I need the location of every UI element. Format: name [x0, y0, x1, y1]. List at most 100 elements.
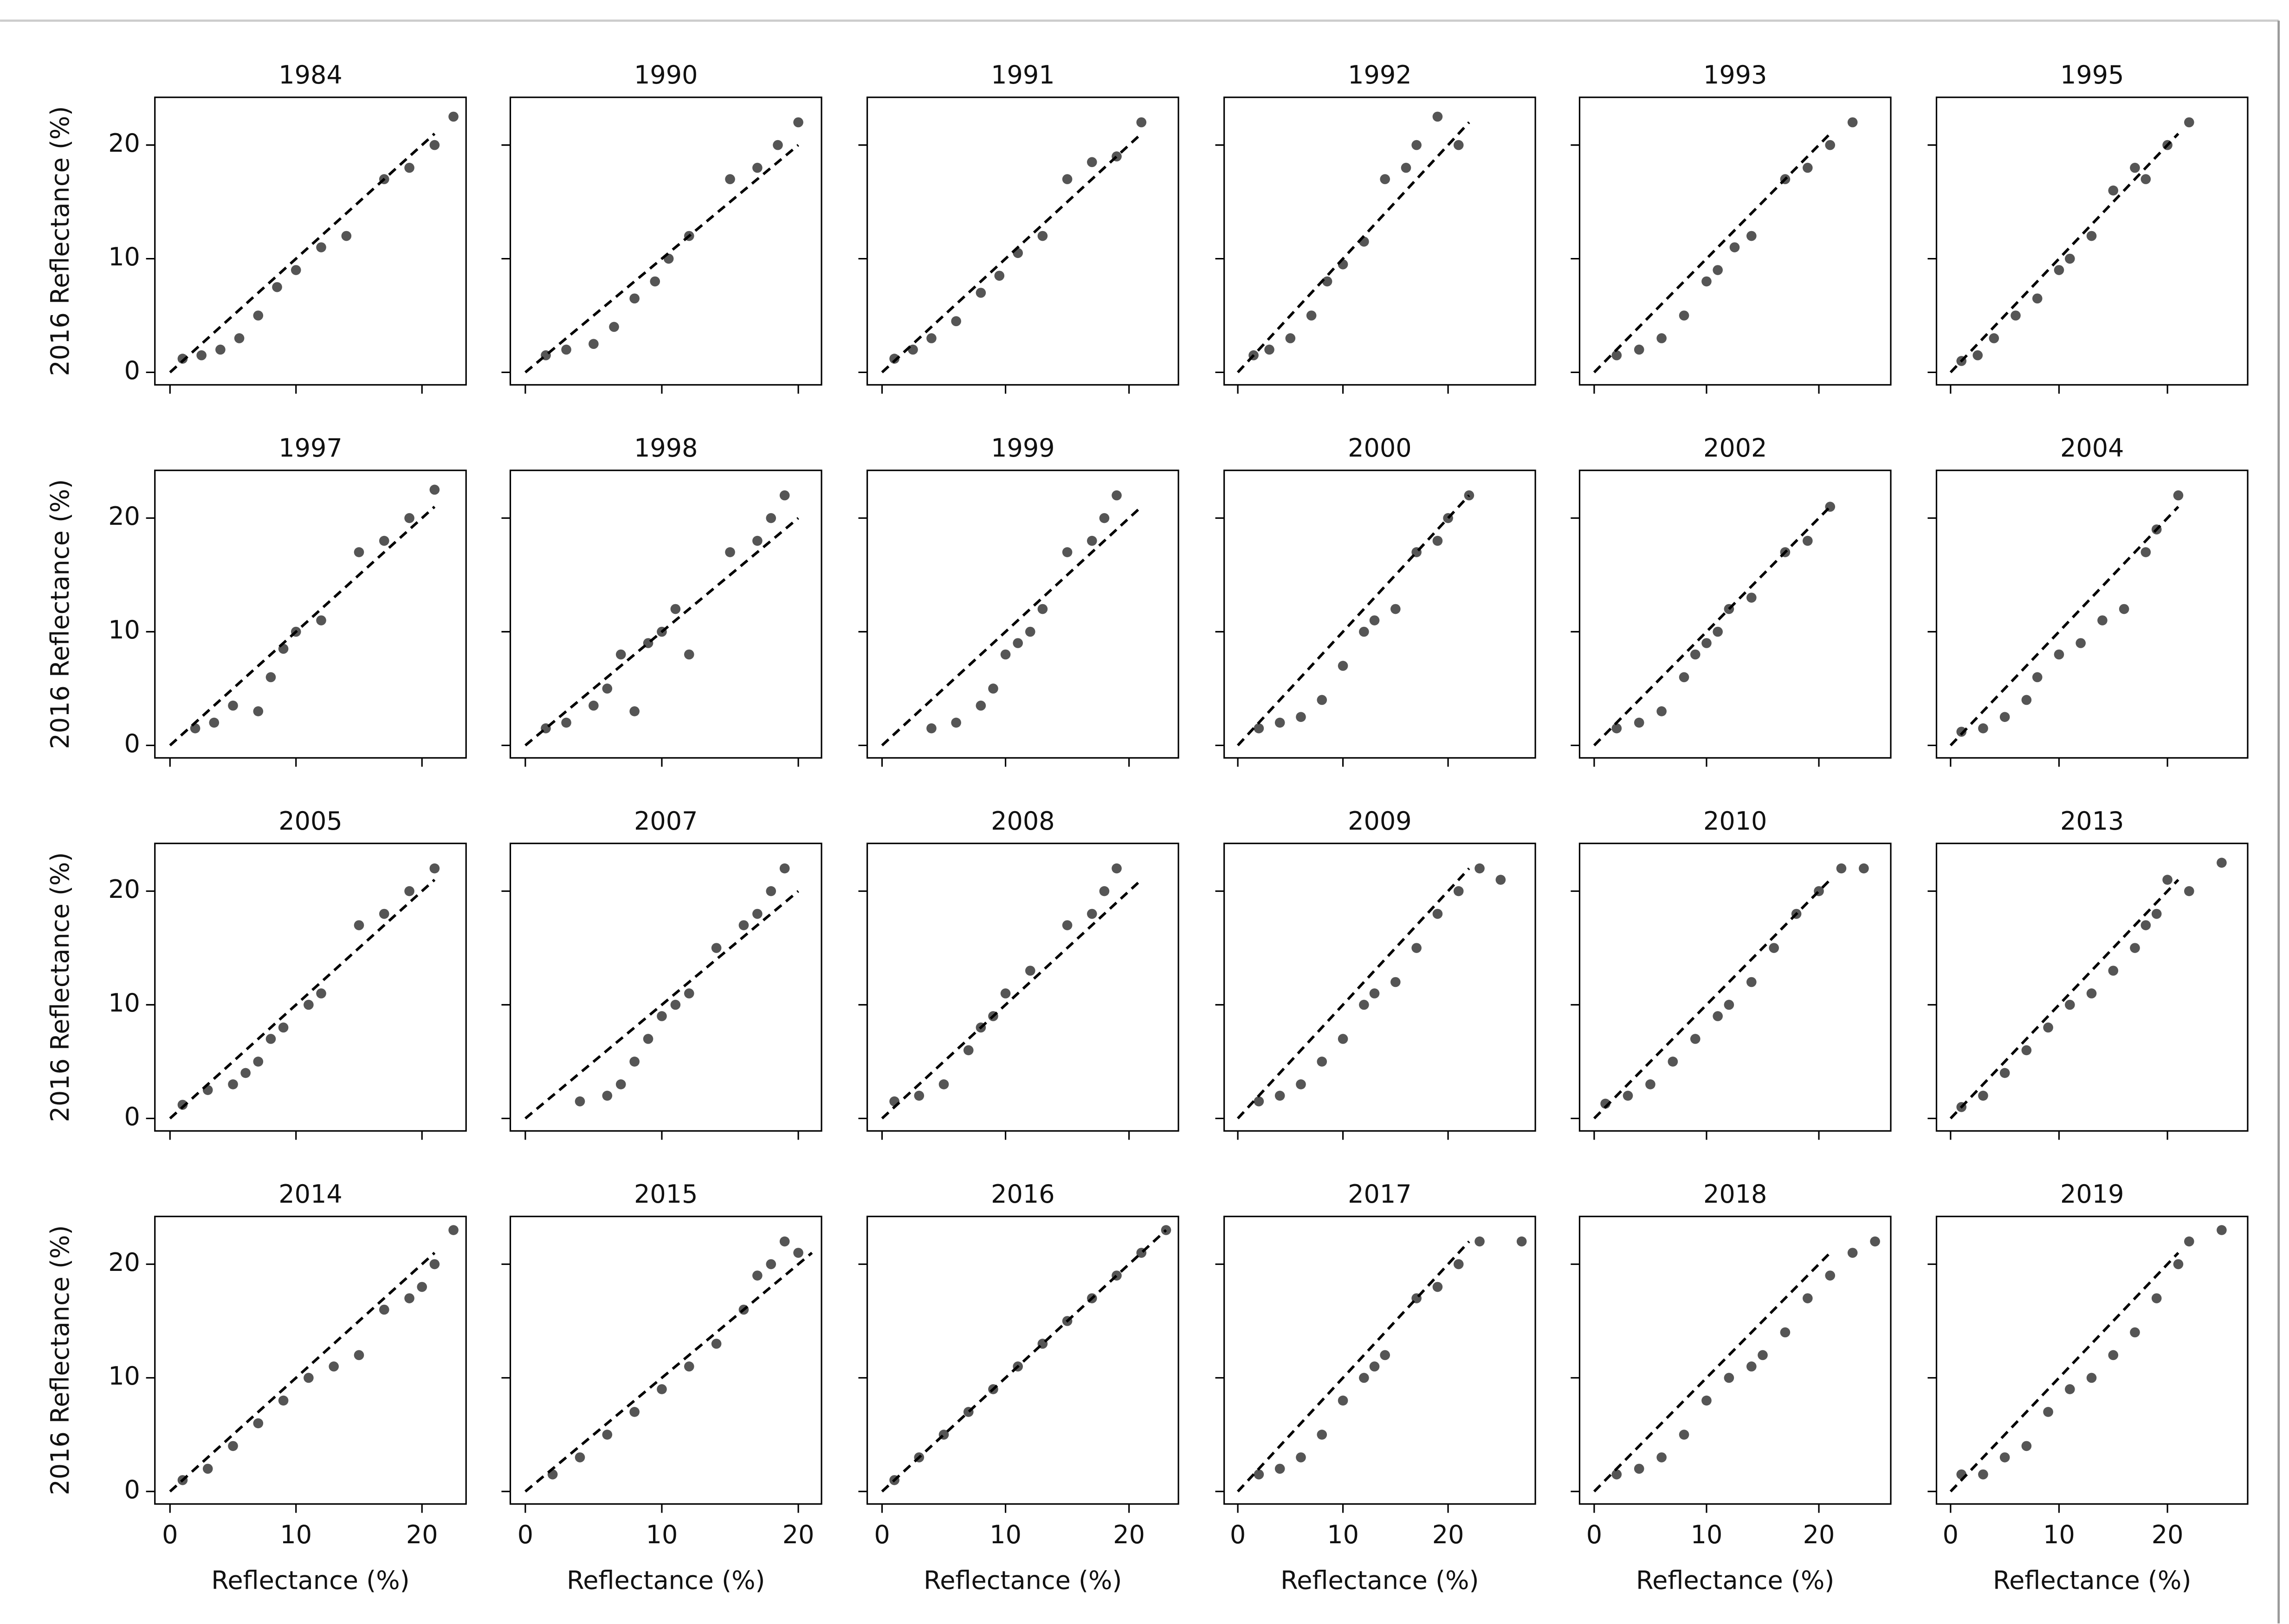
panel-frame — [154, 470, 467, 759]
point — [588, 700, 599, 711]
point — [209, 717, 220, 728]
point — [429, 484, 440, 495]
point — [629, 293, 640, 304]
point — [404, 886, 414, 896]
point — [1296, 1079, 1306, 1089]
point — [1474, 1236, 1485, 1247]
point — [1274, 1463, 1285, 1474]
point — [1359, 999, 1369, 1010]
point — [1359, 626, 1369, 637]
point — [752, 162, 763, 173]
point — [2173, 490, 2184, 501]
panel-frame — [866, 470, 1179, 759]
point — [994, 271, 1005, 281]
panel-title: 1991 — [991, 60, 1054, 90]
point — [1087, 535, 1097, 546]
point — [1972, 350, 1983, 361]
panel-title: 1993 — [1703, 60, 1767, 90]
point — [1390, 604, 1401, 614]
x-tick-label: 20 — [2152, 1520, 2184, 1549]
point — [1274, 717, 1285, 728]
point — [1870, 1236, 1880, 1247]
point — [228, 700, 238, 711]
point — [779, 863, 790, 874]
point — [429, 140, 440, 150]
y-tick-label: 20 — [108, 502, 140, 531]
one-to-one-line — [524, 517, 799, 747]
point — [1380, 174, 1390, 184]
point — [2140, 547, 2151, 557]
point — [278, 1395, 289, 1406]
point — [2162, 875, 2173, 885]
point — [773, 140, 783, 150]
one-to-one-line — [881, 878, 1143, 1120]
point — [2043, 1407, 2053, 1417]
panel-frame — [1578, 470, 1892, 759]
point — [404, 1293, 414, 1303]
point — [766, 886, 776, 896]
point — [2119, 604, 2129, 614]
point — [1000, 988, 1011, 999]
point — [629, 706, 640, 716]
point — [1999, 712, 2010, 722]
x-tick-label: 0 — [874, 1520, 890, 1549]
panel-frame — [1935, 470, 2249, 759]
point — [1087, 157, 1097, 168]
panel-frame — [1935, 1216, 2249, 1505]
panel-title: 2013 — [2060, 806, 2124, 836]
panel-title: 2009 — [1348, 806, 1411, 836]
y-axis-label: 2016 Reflectance (%) — [45, 106, 75, 376]
point — [2032, 672, 2043, 683]
point — [265, 1034, 276, 1044]
point — [1087, 909, 1097, 919]
point — [1769, 943, 1779, 953]
panel-title: 1984 — [278, 60, 342, 90]
one-to-one-line — [1949, 133, 2179, 374]
panel-title: 1995 — [2060, 60, 2124, 90]
point — [1254, 1096, 1264, 1107]
point — [684, 1361, 694, 1372]
one-to-one-line — [1236, 867, 1470, 1120]
one-to-one-line — [524, 890, 799, 1120]
point — [725, 547, 735, 557]
one-to-one-line — [1949, 506, 2179, 747]
point — [1724, 1373, 1734, 1383]
point — [2097, 615, 2108, 625]
point — [1999, 1068, 2010, 1078]
point — [2108, 185, 2119, 196]
point — [1836, 863, 1847, 874]
one-to-one-line — [524, 144, 799, 374]
panel-title: 2004 — [2060, 433, 2124, 463]
one-to-one-line — [1593, 133, 1831, 374]
point — [752, 535, 763, 546]
point — [670, 999, 681, 1010]
point — [988, 683, 998, 694]
point — [2021, 1441, 2032, 1451]
point — [2032, 293, 2043, 304]
point — [2217, 1225, 2227, 1235]
point — [602, 1430, 613, 1440]
point — [1338, 1395, 1348, 1406]
point — [1999, 1452, 2010, 1463]
point — [1825, 1270, 1836, 1281]
panel-frame — [1223, 1216, 1536, 1505]
panel-title: 2000 — [1348, 433, 1411, 463]
x-tick-label: 20 — [782, 1520, 815, 1549]
one-to-one-line — [881, 505, 1143, 747]
point — [1701, 276, 1712, 287]
panel-title: 2019 — [2060, 1179, 2124, 1209]
point — [2130, 162, 2140, 173]
point — [1112, 863, 1122, 874]
point — [1825, 140, 1836, 150]
point — [2086, 231, 2097, 241]
x-axis-label: Reflectance (%) — [1993, 1566, 2191, 1595]
point — [448, 1225, 459, 1235]
point — [234, 333, 245, 343]
x-tick-label: 0 — [162, 1520, 178, 1549]
panel-frame — [1578, 97, 1892, 386]
point — [951, 717, 961, 728]
point — [1369, 988, 1380, 999]
point — [1401, 162, 1411, 173]
point — [1803, 535, 1813, 546]
x-tick-label: 20 — [1113, 1520, 1145, 1549]
